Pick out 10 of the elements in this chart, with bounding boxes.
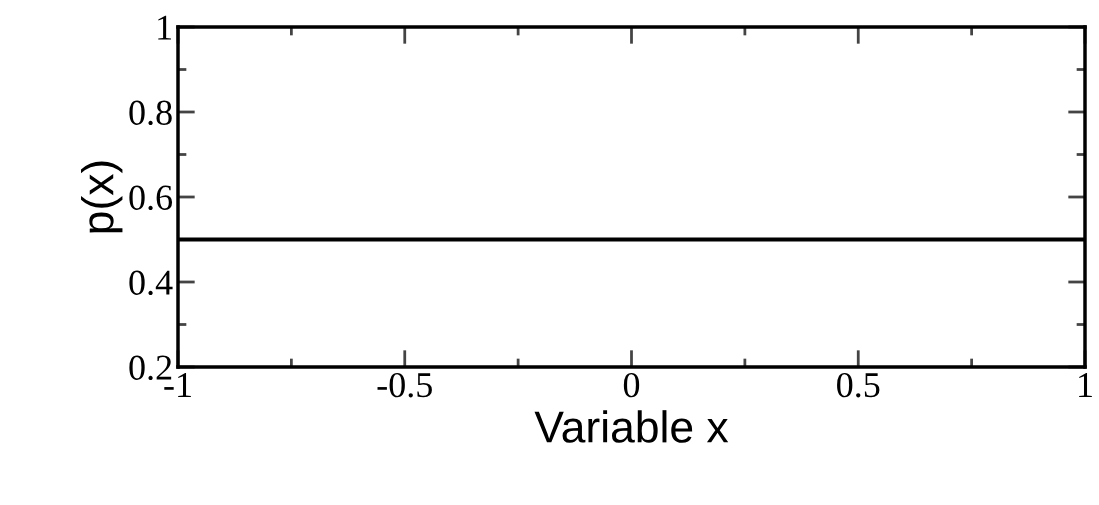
y-tick-label: 0.6 [129, 185, 173, 211]
x-axis-title: Variable x [534, 410, 729, 443]
y-tick-label: 0.8 [129, 100, 172, 126]
y-tick-label: 1 [158, 15, 171, 40]
x-tick-label: 0.5 [837, 372, 880, 398]
y-tick-label: 0.4 [129, 270, 173, 296]
x-tick-label: 1 [1079, 373, 1092, 397]
x-tick-label: -0.5 [377, 372, 432, 398]
y-axis-title: p(x) [81, 161, 123, 233]
x-tick-label: 0 [623, 372, 640, 398]
